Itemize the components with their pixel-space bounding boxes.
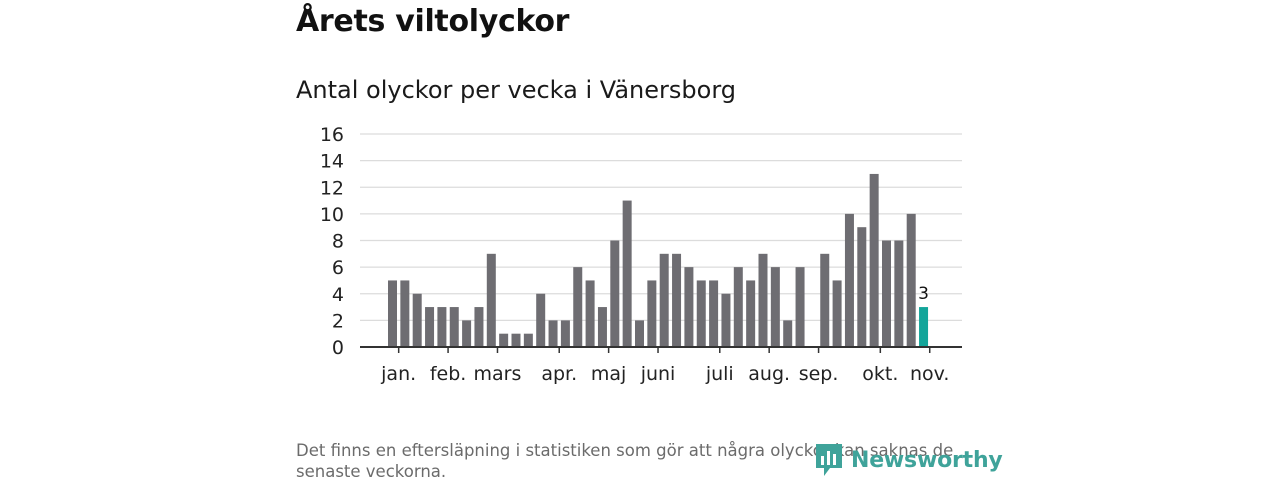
y-tick-label: 4 xyxy=(332,284,344,306)
bar xyxy=(758,253,768,347)
bar xyxy=(820,253,830,347)
bar xyxy=(622,200,632,347)
y-tick-label: 8 xyxy=(332,231,344,253)
bar xyxy=(832,280,842,347)
y-tick-label: 2 xyxy=(332,310,344,332)
x-tick-label: aug. xyxy=(748,363,790,385)
bar xyxy=(585,280,595,347)
bar xyxy=(548,320,558,347)
bar xyxy=(499,333,509,347)
y-tick-label: 12 xyxy=(320,177,344,199)
bar xyxy=(536,293,546,347)
bar xyxy=(474,307,484,347)
bar xyxy=(412,293,422,347)
x-tick-label: jan. xyxy=(380,363,416,385)
bar xyxy=(733,267,743,347)
bar xyxy=(560,320,570,347)
bar-highlight xyxy=(919,307,929,347)
bar xyxy=(882,240,891,347)
y-tick-label: 0 xyxy=(332,337,344,359)
x-tick-label: juni xyxy=(640,363,676,385)
newsworthy-logo-icon xyxy=(816,444,842,476)
bar xyxy=(597,307,607,347)
y-tick-label: 6 xyxy=(332,257,344,279)
newsworthy-logo: Newsworthy xyxy=(814,442,1003,478)
bar xyxy=(770,267,780,347)
bar xyxy=(647,280,657,347)
bar xyxy=(400,280,410,347)
bar xyxy=(746,280,756,347)
bar xyxy=(844,213,854,347)
bar xyxy=(388,280,397,347)
bar xyxy=(659,253,669,347)
bar xyxy=(635,320,644,347)
bar-chart: 0 2 4 6 8 10 12 14 16 3 jan. feb. mars apr. maj juni jul… xyxy=(320,124,962,385)
bar xyxy=(437,307,447,347)
x-tick-label: apr. xyxy=(541,363,577,385)
bar xyxy=(894,240,904,347)
x-tick-label: nov. xyxy=(910,363,949,385)
y-tick-label: 10 xyxy=(320,204,344,226)
bar xyxy=(795,267,805,347)
bar xyxy=(573,267,583,347)
bar xyxy=(449,307,459,347)
x-tick-label: sep. xyxy=(799,363,839,385)
y-tick-label: 14 xyxy=(320,151,344,173)
x-tick-label: mars xyxy=(474,363,522,385)
bar xyxy=(857,227,867,347)
chart-title: Årets viltolyckor xyxy=(296,4,570,39)
bar xyxy=(462,320,472,347)
bar xyxy=(486,253,496,347)
chart-subtitle: Antal olyckor per vecka i Vänersborg xyxy=(296,76,736,104)
bar xyxy=(672,253,682,347)
y-tick-label: 16 xyxy=(320,124,344,146)
bar xyxy=(610,240,620,347)
bar xyxy=(684,267,694,347)
bar xyxy=(523,333,533,347)
bar xyxy=(906,213,916,347)
footnote: Det finns en eftersläpning i statistiken… xyxy=(296,441,954,481)
bar xyxy=(721,293,731,347)
bar xyxy=(425,307,435,347)
x-tick-label: feb. xyxy=(430,363,466,385)
bar-value-label: 3 xyxy=(918,284,929,304)
bar xyxy=(783,320,793,347)
newsworthy-logo-text: Newsworthy xyxy=(851,447,1003,473)
x-tick-label: juli xyxy=(705,363,734,385)
x-tick-label: maj xyxy=(591,363,626,385)
bar xyxy=(869,173,879,347)
x-tick-label: okt. xyxy=(862,363,898,385)
bar xyxy=(511,333,521,347)
bar xyxy=(709,280,719,347)
bar xyxy=(696,280,706,347)
